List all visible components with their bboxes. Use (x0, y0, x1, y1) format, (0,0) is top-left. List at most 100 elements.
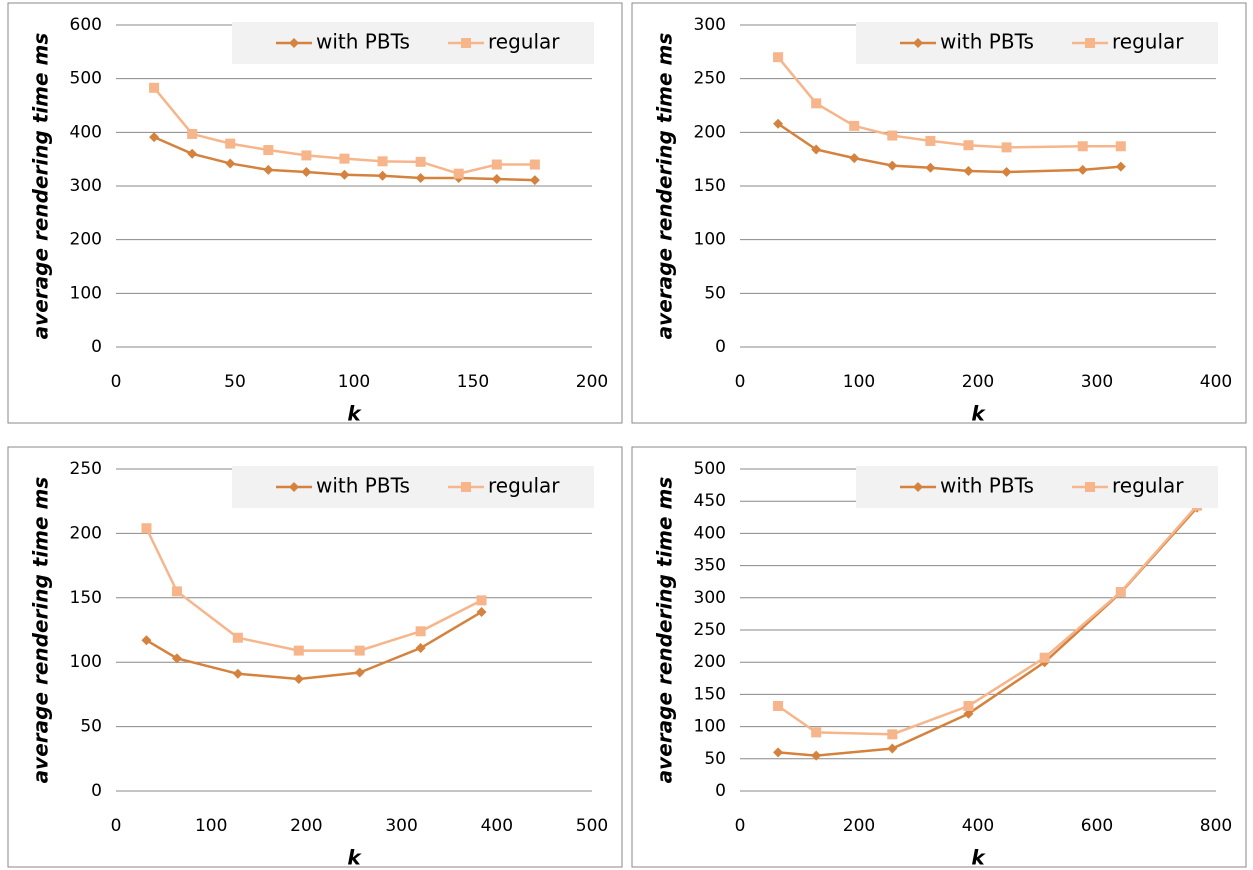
data-point (811, 144, 822, 155)
data-point (529, 159, 540, 170)
x-tick-label: 100 (195, 816, 227, 836)
series-line (145, 610, 483, 681)
x-tick-label: 100 (338, 372, 370, 392)
data-point (963, 140, 974, 151)
legend-marker (1085, 482, 1095, 492)
y-tick-label: 100 (70, 652, 102, 672)
data-point (491, 174, 502, 185)
x-tick-label: 50 (224, 372, 246, 392)
legend-marker (1085, 38, 1095, 48)
series-line (145, 527, 483, 652)
data-point (149, 82, 160, 93)
legend-label: with PBTs (316, 474, 410, 498)
legend-label: with PBTs (940, 30, 1034, 54)
data-point (293, 645, 304, 656)
x-tick-label: 200 (843, 816, 875, 836)
data-point (1115, 141, 1126, 152)
data-point (491, 159, 502, 170)
data-point (1077, 141, 1088, 152)
x-axis-label: k (347, 846, 362, 870)
x-tick-label: 0 (735, 372, 746, 392)
x-tick-label: 200 (290, 816, 322, 836)
y-tick-label: 500 (70, 69, 102, 89)
data-point (773, 747, 784, 758)
panel-border (7, 2, 623, 424)
data-point (773, 52, 784, 63)
data-point (1115, 161, 1126, 172)
data-point (1077, 164, 1088, 175)
data-point (415, 156, 426, 167)
y-tick-label: 400 (694, 523, 726, 543)
y-tick-label: 50 (80, 717, 102, 737)
data-point (354, 667, 365, 678)
legend-label: with PBTs (316, 30, 410, 54)
data-point (849, 120, 860, 131)
x-tick-label: 0 (111, 372, 122, 392)
y-tick-label: 450 (694, 491, 726, 511)
y-tick-label: 0 (91, 781, 102, 801)
data-point (887, 743, 898, 754)
data-point (1039, 652, 1050, 663)
data-point (293, 673, 304, 684)
y-tick-label: 300 (70, 176, 102, 196)
y-tick-label: 0 (715, 337, 726, 357)
data-point (1001, 142, 1012, 153)
data-point (232, 668, 243, 679)
x-tick-label: 0 (735, 816, 746, 836)
y-axis-label: average rendering time ms (29, 477, 53, 784)
data-point (263, 164, 274, 175)
x-tick-label: 300 (1081, 372, 1113, 392)
y-tick-label: 100 (694, 717, 726, 737)
y-tick-label: 100 (70, 283, 102, 303)
data-point (887, 729, 898, 740)
y-tick-label: 0 (715, 781, 726, 801)
panel-border (631, 446, 1247, 868)
data-point (453, 168, 464, 179)
data-point (963, 708, 974, 719)
data-point (811, 750, 822, 761)
x-tick-label: 0 (111, 816, 122, 836)
data-point (963, 165, 974, 176)
x-tick-label: 400 (962, 816, 994, 836)
x-axis-label: k (971, 846, 986, 870)
data-point (773, 700, 784, 711)
data-point (1115, 587, 1126, 598)
data-point (415, 643, 426, 654)
y-tick-label: 150 (694, 176, 726, 196)
data-point (149, 132, 160, 143)
legend-label: regular (1112, 30, 1184, 54)
data-point (225, 138, 236, 149)
y-axis-label: average rendering time ms (653, 33, 677, 340)
legend-label: regular (1112, 474, 1184, 498)
data-point (187, 128, 198, 139)
y-tick-label: 600 (70, 15, 102, 35)
x-tick-label: 400 (1200, 372, 1232, 392)
data-point (887, 130, 898, 141)
data-point (377, 170, 388, 181)
y-tick-label: 150 (694, 684, 726, 704)
data-point (339, 169, 350, 180)
legend-marker (913, 482, 923, 492)
data-point (171, 586, 182, 597)
y-tick-label: 250 (694, 620, 726, 640)
series-line (777, 56, 1121, 149)
legend-marker (289, 482, 299, 492)
data-point (301, 167, 312, 178)
data-point (1001, 167, 1012, 178)
legend-marker (461, 38, 471, 48)
data-point (339, 153, 350, 164)
y-tick-label: 150 (70, 588, 102, 608)
panel-border (631, 2, 1247, 424)
y-tick-label: 200 (694, 652, 726, 672)
y-tick-label: 300 (694, 588, 726, 608)
y-axis-label: average rendering time ms (29, 33, 53, 340)
data-point (171, 653, 182, 664)
y-tick-label: 100 (694, 230, 726, 250)
data-point (773, 118, 784, 129)
y-tick-label: 500 (694, 459, 726, 479)
x-tick-label: 200 (962, 372, 994, 392)
y-tick-label: 250 (70, 459, 102, 479)
data-point (925, 135, 936, 146)
legend-label: with PBTs (940, 474, 1034, 498)
